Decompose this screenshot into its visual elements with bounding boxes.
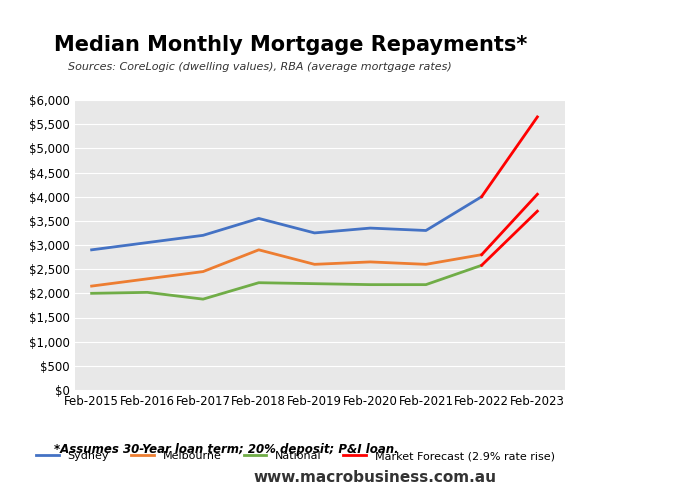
Text: *Assumes 30-Year loan term; 20% deposit; P&I loan.: *Assumes 30-Year loan term; 20% deposit;… (54, 442, 399, 456)
Text: Median Monthly Mortgage Repayments*: Median Monthly Mortgage Repayments* (54, 35, 528, 55)
Legend: Sydney, Melbourne, National, Market Forecast (2.9% rate rise): Sydney, Melbourne, National, Market Fore… (32, 447, 559, 466)
Text: MACRO: MACRO (566, 32, 639, 50)
Text: Sources: CoreLogic (dwelling values), RBA (average mortgage rates): Sources: CoreLogic (dwelling values), RB… (68, 62, 452, 72)
Text: www.macrobusiness.com.au: www.macrobusiness.com.au (253, 470, 496, 485)
Text: BUSINESS: BUSINESS (560, 62, 646, 76)
